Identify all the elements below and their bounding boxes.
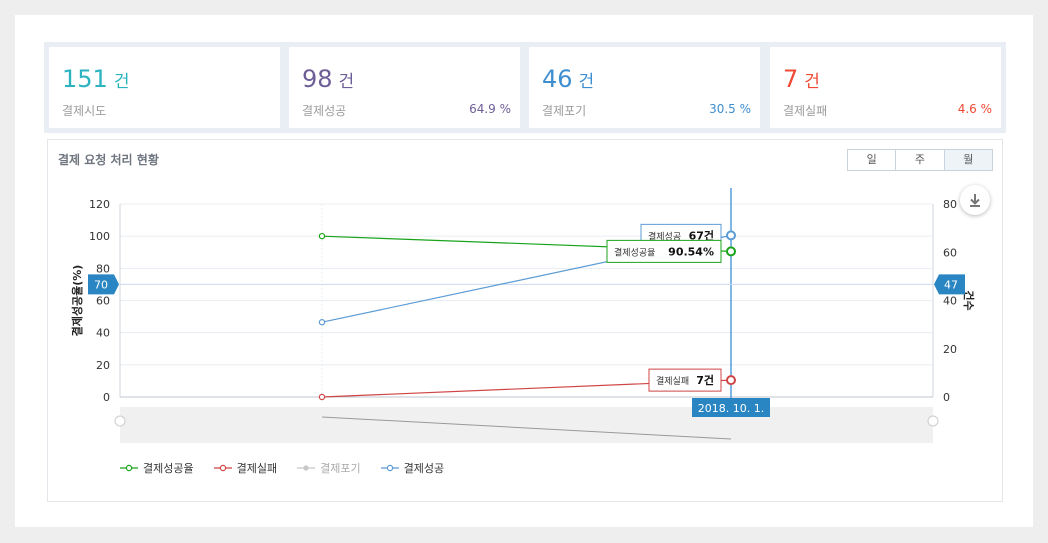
- data-point: [726, 230, 736, 241]
- chart-legend: 결제성공율 결제실패 결제포기 결제성공: [120, 460, 444, 476]
- y-tick-label-left: 40: [96, 327, 110, 340]
- y-axis-title-left: 결제성공율(%): [70, 265, 84, 337]
- y-tick-label-right: 40: [943, 295, 957, 308]
- period-week-button[interactable]: 주: [896, 150, 945, 170]
- crosshair-x-badge: [692, 398, 770, 417]
- summary-percent: 30.5 %: [709, 102, 751, 116]
- tooltip-value: 7건: [696, 373, 714, 387]
- summary-bar: 151 건 결제시도 98 건 결제성공 64.9 % 46 건 결제포기 30.5 …: [44, 42, 1006, 133]
- summary-label: 결제성공: [302, 104, 347, 118]
- legend-line-marker: [297, 465, 316, 471]
- summary-value: 151 건: [62, 65, 130, 93]
- y-tick-label-left: 120: [89, 198, 110, 211]
- download-icon: [970, 194, 980, 207]
- crosshair-left-badge: [88, 274, 119, 295]
- y-tick-label-right: 80: [943, 198, 957, 211]
- tooltip-label: 결제성공율: [614, 247, 655, 258]
- line-chart: 0204060801001200204060809/1결제성공율(%)건수704…: [70, 188, 976, 443]
- navigator-series: [321, 416, 732, 440]
- summary-value: 46 건: [542, 65, 595, 93]
- y-tick-label-right: 60: [943, 246, 957, 259]
- data-point: [318, 393, 326, 401]
- legend-item-abandon[interactable]: 결제포기: [297, 460, 361, 476]
- legend-item-failure[interactable]: 결제실패: [213, 460, 278, 476]
- navigator-handle-left: [114, 415, 126, 427]
- legend-label: 결제성공: [403, 462, 445, 475]
- legend-item-success[interactable]: 결제성공: [380, 460, 445, 476]
- chart-title: 결제 요청 처리 현황: [58, 153, 159, 167]
- y-tick-label-right: 20: [943, 343, 957, 356]
- summary-label: 결제실패: [783, 104, 828, 118]
- period-month-button[interactable]: 월: [944, 150, 992, 170]
- download-button[interactable]: [960, 185, 990, 215]
- data-point: [726, 375, 736, 386]
- tooltip-box: [606, 239, 722, 263]
- chart-panel: 결제 요청 처리 현황 일 주 월 0 20 40 60 80 100 120 0 20 40 60…: [47, 139, 1003, 502]
- legend-line-marker: [380, 464, 399, 472]
- crosshair-right-value: 47: [944, 278, 958, 291]
- data-point: [726, 246, 736, 257]
- navigator-area: [120, 407, 933, 443]
- tooltip-box: [648, 368, 722, 392]
- legend-label: 결제성공율: [143, 462, 194, 475]
- y-tick-label-left: 60: [96, 295, 110, 308]
- legend-label: 결제실패: [236, 462, 278, 475]
- y-tick-label-left: 20: [96, 359, 110, 372]
- tooltip-label: 결제실패: [656, 376, 689, 387]
- summary-label: 결제시도: [62, 104, 107, 118]
- summary-value: 98 건: [302, 65, 355, 93]
- legend-label: 결제포기: [320, 462, 361, 475]
- period-day-button[interactable]: 일: [848, 150, 897, 170]
- tooltip-label: 결제성공: [648, 231, 681, 242]
- summary-label: 결제포기: [542, 104, 587, 118]
- summary-card-attempts: 151 건 결제시도: [49, 47, 280, 128]
- y-tick-label-left: 100: [89, 230, 110, 243]
- y-tick-label-left: 0: [103, 391, 110, 404]
- period-toggle: 일 주 월: [847, 149, 993, 171]
- summary-percent: 64.9 %: [469, 102, 511, 116]
- tooltip-value: 90.54%: [668, 245, 714, 258]
- summary-card-success: 98 건 결제성공 64.9 %: [289, 47, 520, 128]
- legend-item-success-rate[interactable]: 결제성공율: [120, 460, 194, 476]
- summary-card-abandon: 46 건 결제포기 30.5 %: [529, 47, 760, 128]
- legend-line-marker: [120, 464, 138, 472]
- crosshair-right-badge: [934, 274, 965, 295]
- y-axis-title-right: 건수: [962, 290, 976, 310]
- data-point: [318, 319, 326, 326]
- data-point: [318, 232, 326, 240]
- summary-percent: 4.6 %: [957, 102, 992, 116]
- navigator-handle-right: [927, 415, 939, 427]
- y-tick-label-right: 0: [943, 391, 950, 404]
- crosshair-x-value: 2018. 10. 1.: [698, 402, 764, 415]
- crosshair-left-value: 70: [94, 278, 108, 291]
- legend-line-marker: [213, 464, 232, 472]
- tooltip-value: 67건: [689, 228, 714, 242]
- y-tick-label-left: 80: [96, 262, 110, 275]
